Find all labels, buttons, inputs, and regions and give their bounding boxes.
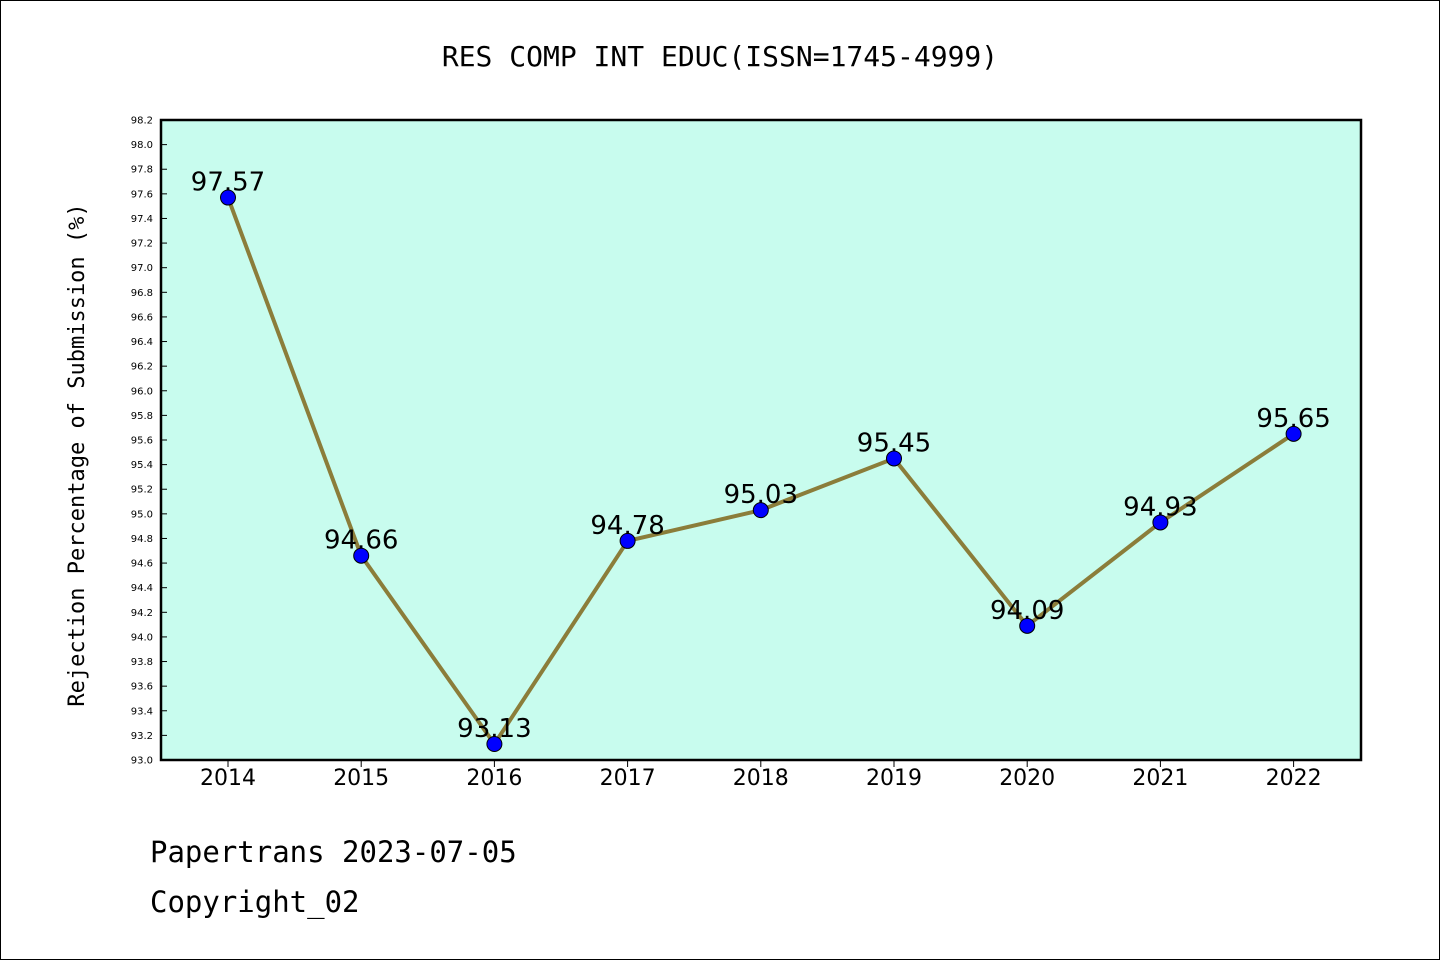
plot-area <box>161 120 1361 760</box>
data-labels: 97.57 94.66 93.13 94.78 95.03 95.45 94.09 94.93… <box>191 168 1331 744</box>
y-tick-label: 98.2 <box>131 116 153 127</box>
data-point <box>886 450 902 467</box>
x-tick-label: 2015 <box>333 766 389 791</box>
data-point <box>619 532 636 549</box>
x-tick-label: 2019 <box>866 766 922 791</box>
y-tick-label: 97.8 <box>131 165 153 176</box>
y-axis-label: Rejection Percentage of Submission (%) <box>65 203 90 706</box>
data-point <box>353 547 370 564</box>
data-label: 97.57 <box>191 168 265 198</box>
data-label: 94.09 <box>990 596 1064 626</box>
plot-border <box>159 118 1363 762</box>
data-point <box>1152 514 1169 531</box>
data-point <box>752 502 769 519</box>
y-tick-label: 96.8 <box>131 288 153 299</box>
y-tick-label: 94.6 <box>131 559 153 570</box>
x-tick-label: 2020 <box>999 766 1055 791</box>
data-label: 95.45 <box>857 428 931 458</box>
footer-copyright: Copyright_02 <box>150 885 360 919</box>
data-label: 94.93 <box>1123 492 1197 522</box>
y-tick-label: 94.4 <box>131 583 153 594</box>
y-tick-label: 95.4 <box>131 460 153 471</box>
y-tick-label: 97.0 <box>131 263 153 274</box>
y-tick-label: 96.6 <box>131 312 153 323</box>
data-point <box>1019 617 1036 634</box>
y-tick-label: 94.8 <box>131 534 153 545</box>
data-label: 94.66 <box>324 526 398 556</box>
y-tick-label: 98.0 <box>131 140 153 151</box>
y-tick-label: 96.4 <box>131 337 153 348</box>
y-tick-label: 95.8 <box>131 411 153 422</box>
y-tick-label: 96.2 <box>131 362 153 373</box>
series-rejection-percentage <box>220 189 1302 752</box>
y-tick-label: 93.8 <box>131 657 153 668</box>
y-tick-label: 95.0 <box>131 509 153 520</box>
data-point <box>486 736 503 752</box>
y-tick-label: 93.2 <box>131 731 153 742</box>
x-tick-label: 2021 <box>1132 766 1188 791</box>
chart-title: RES COMP INT EDUC(ISSN=1745-4999) <box>442 40 998 73</box>
data-point <box>1285 425 1302 442</box>
y-tick-label: 97.6 <box>131 189 153 200</box>
data-label: 93.13 <box>457 714 531 744</box>
y-tick-label: 95.6 <box>131 436 153 447</box>
footer-date: Papertrans 2023-07-05 <box>150 835 517 869</box>
x-tick-label: 2022 <box>1266 766 1322 791</box>
data-label: 95.03 <box>724 480 798 510</box>
y-tick-label: 94.0 <box>131 632 153 643</box>
y-tick-label: 94.2 <box>131 608 153 619</box>
y-tick-label: 97.2 <box>131 239 153 250</box>
y-tick-label: 93.4 <box>131 706 153 717</box>
y-tick-label: 96.0 <box>131 386 153 397</box>
data-point <box>220 189 236 206</box>
y-tick-label: 93.6 <box>131 682 153 693</box>
y-tick-label: 93.0 <box>131 756 153 767</box>
x-axis: 2014 2015 2016 2017 2018 2019 2020 2021 2022 <box>200 760 1322 791</box>
data-label: 95.65 <box>1256 404 1330 434</box>
y-tick-label: 97.4 <box>131 214 153 225</box>
x-tick-label: 2016 <box>466 766 522 791</box>
data-label: 94.78 <box>590 511 664 541</box>
x-tick-label: 2018 <box>733 766 789 791</box>
x-tick-label: 2014 <box>200 766 256 791</box>
y-tick-label: 95.2 <box>131 485 153 496</box>
x-tick-label: 2017 <box>600 766 656 791</box>
